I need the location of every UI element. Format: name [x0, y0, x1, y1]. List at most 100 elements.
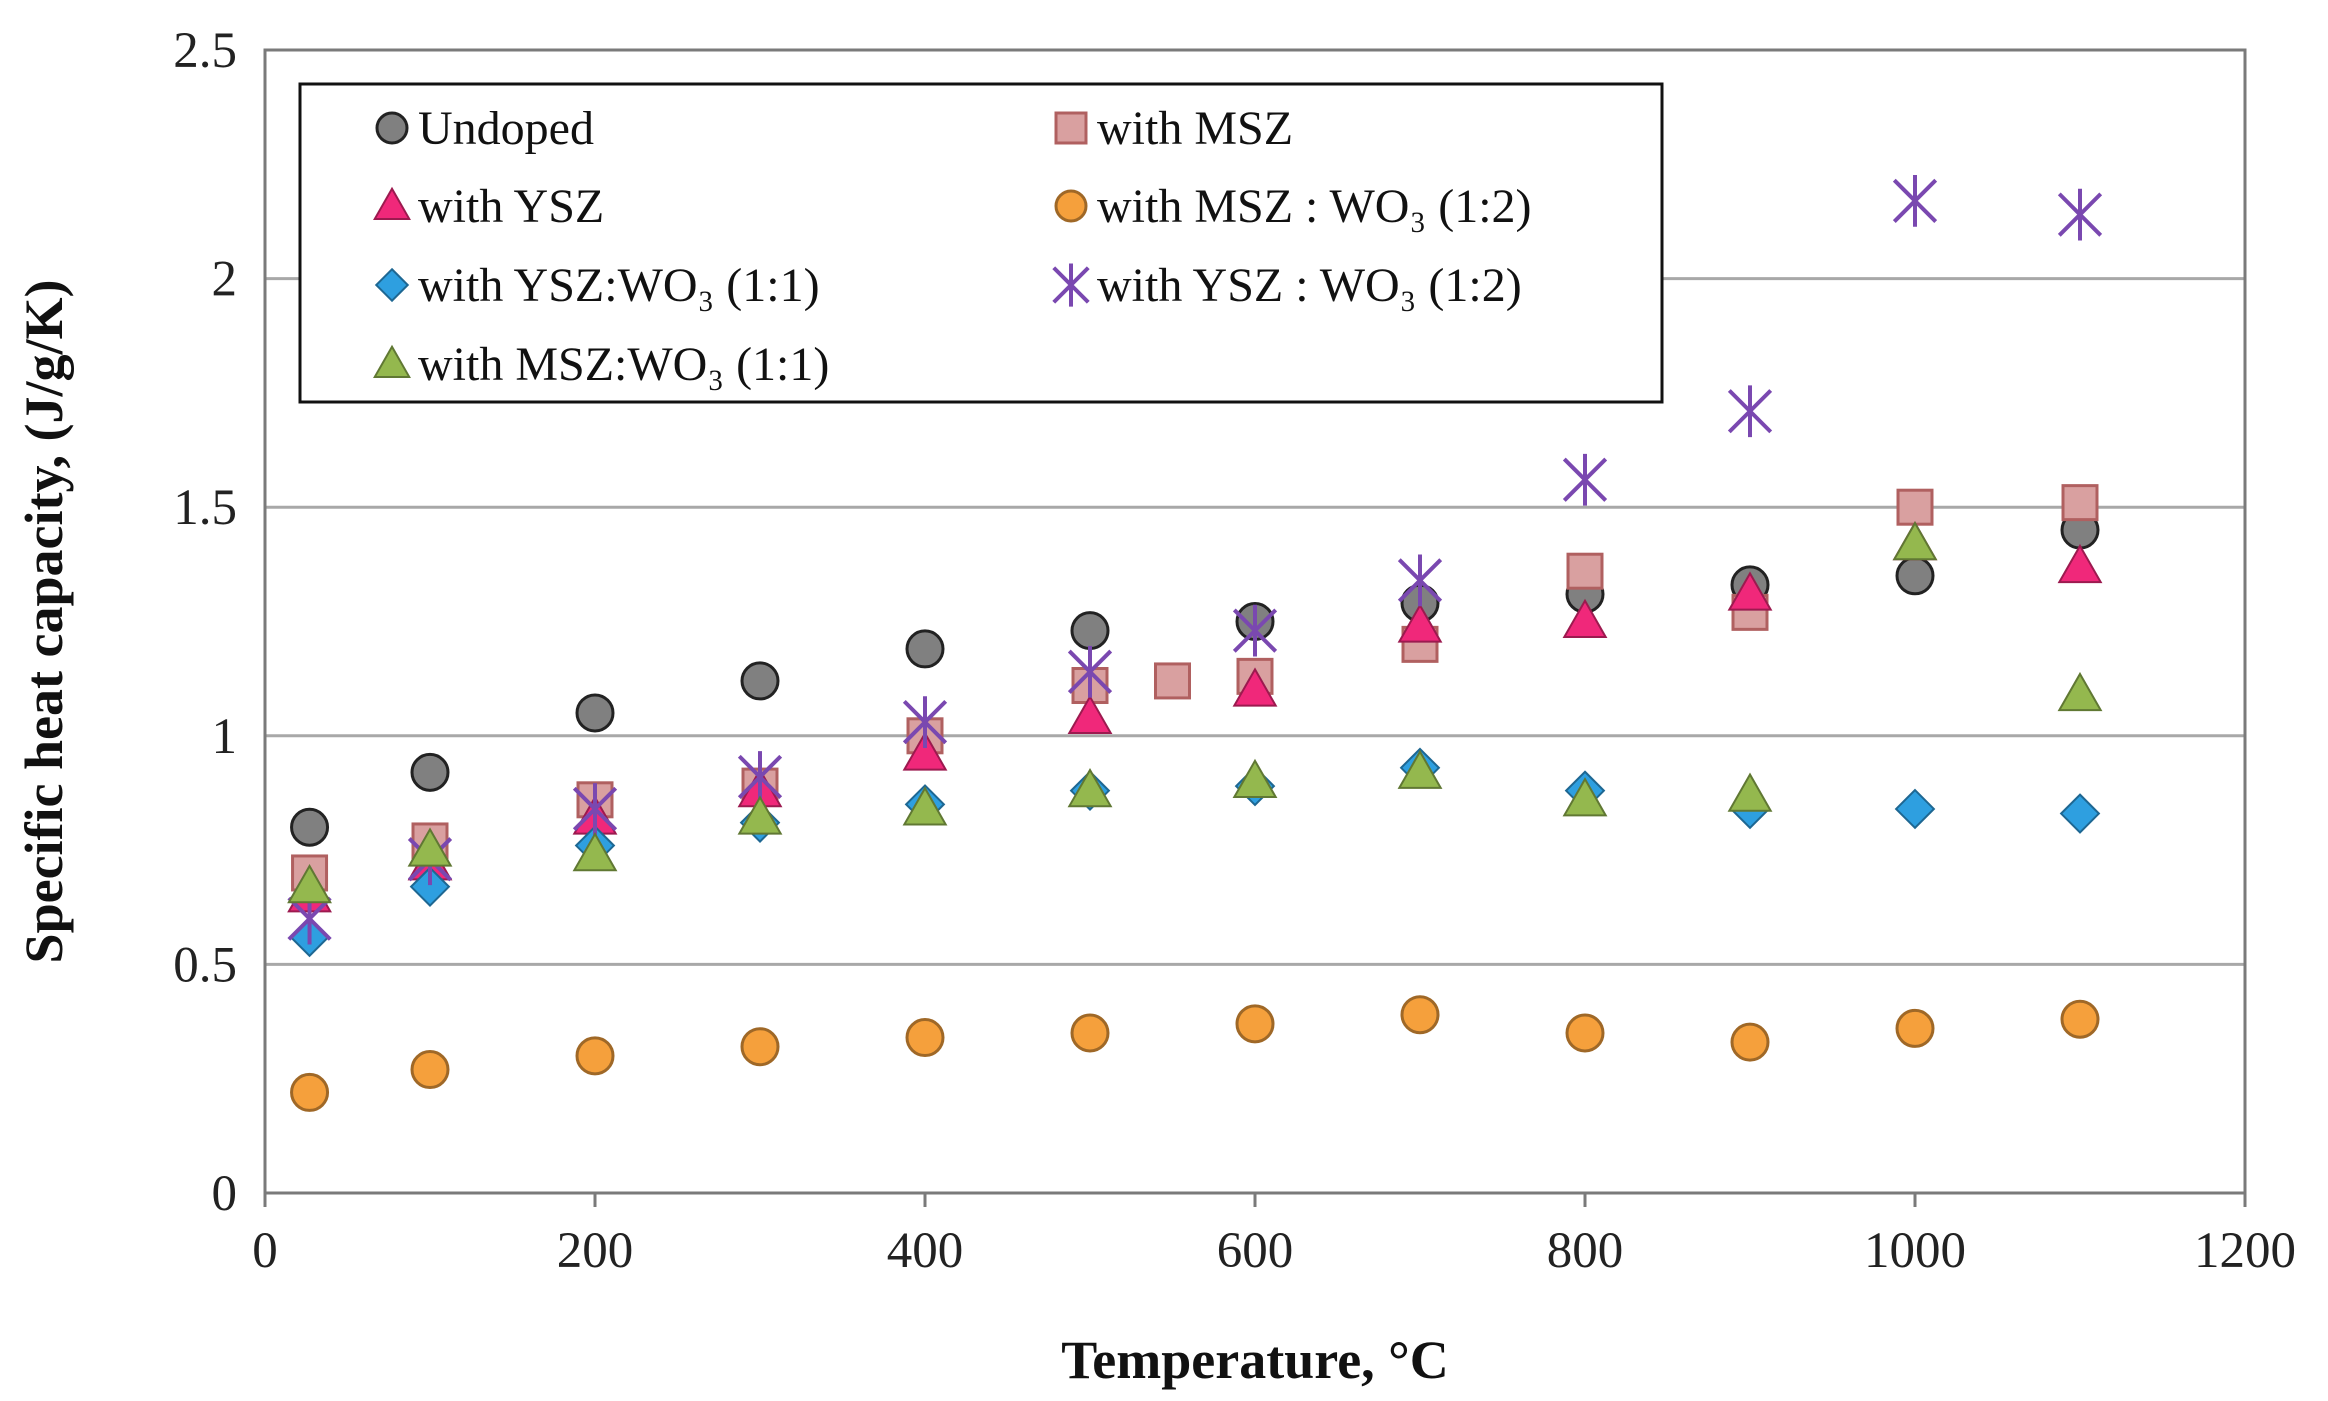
- data-point: [287, 863, 332, 904]
- data-point: [575, 693, 615, 733]
- data-point: [1070, 1013, 1110, 1053]
- y-tick-label: 1.5: [173, 480, 237, 536]
- data-point: [410, 752, 450, 792]
- data-point: [1232, 604, 1278, 657]
- data-point: [902, 786, 948, 826]
- data-point: [2059, 793, 2101, 834]
- data-point: [1727, 571, 1773, 611]
- legend-label: with YSZ: [418, 180, 604, 233]
- data-point: [1896, 488, 1934, 526]
- legend-label: with YSZ:WO₃ (1:1): [418, 259, 820, 312]
- data-point: [575, 1036, 615, 1076]
- data-point: [905, 629, 945, 669]
- legend-marker: [374, 267, 410, 303]
- x-axis-title: Temperature, °C: [1061, 1330, 1449, 1390]
- data-point: [1562, 777, 1608, 817]
- legend-marker: [1054, 189, 1088, 223]
- legend-item: with YSZ: [373, 180, 604, 233]
- data-point: [409, 866, 451, 907]
- legend-label: with YSZ : WO₃ (1:2): [1097, 259, 1522, 312]
- legend-item: with YSZ : WO₃ (1:2): [1052, 259, 1522, 312]
- x-tick-label: 200: [557, 1223, 634, 1279]
- series-6: [287, 521, 2103, 904]
- data-point: [1067, 645, 1113, 698]
- y-axis-ticks: 0 0.5 1 1.5 2 2.5: [173, 23, 237, 1222]
- legend: Undoped with MSZ with YSZ with MSZ : WO₃ (1…: [298, 82, 1664, 404]
- data-point: [572, 831, 618, 872]
- data-point: [1067, 767, 1113, 808]
- legend-item: with MSZ:WO₃ (1:1): [373, 338, 829, 391]
- y-tick-label: 2: [212, 252, 238, 308]
- data-point: [2061, 484, 2099, 522]
- x-tick-label: 800: [1547, 1223, 1624, 1279]
- data-point: [572, 783, 618, 835]
- legend-marker: [373, 186, 411, 220]
- x-tick-label: 400: [887, 1223, 964, 1279]
- data-point: [1895, 556, 1935, 596]
- data-point: [410, 1050, 450, 1090]
- data-point: [1232, 758, 1278, 799]
- data-point: [1235, 1004, 1275, 1044]
- data-point: [737, 795, 783, 835]
- legend-marker: [1054, 111, 1088, 145]
- data-point: [1154, 662, 1191, 700]
- data-point: [740, 661, 780, 701]
- data-point: [290, 1072, 330, 1112]
- series-0: [290, 510, 2100, 847]
- data-points: [287, 175, 2103, 1112]
- x-tick-label: 1000: [1864, 1223, 1966, 1279]
- data-point: [1727, 385, 1773, 438]
- data-point: [1730, 1022, 1770, 1062]
- legend-label: with MSZ : WO₃ (1:2): [1097, 180, 1532, 233]
- legend-label: with MSZ: [1097, 102, 1293, 155]
- legend-box: [298, 82, 1664, 404]
- series-5: [287, 175, 2103, 945]
- data-point: [1727, 772, 1773, 812]
- y-tick-label: 0.5: [173, 937, 237, 993]
- data-point: [902, 731, 948, 771]
- data-point: [2057, 188, 2103, 241]
- series-1: [291, 484, 2099, 892]
- legend-marker: [1052, 263, 1090, 307]
- series-2: [287, 521, 2103, 913]
- data-point: [2057, 671, 2103, 712]
- data-point: [1067, 694, 1113, 735]
- data-point: [1562, 598, 1608, 639]
- x-tick-label: 0: [252, 1223, 278, 1279]
- y-axis-title: Specific heat capacity, (J/g/K): [14, 280, 74, 964]
- data-point: [1892, 521, 1938, 561]
- data-point: [1566, 552, 1604, 590]
- series-4: [289, 747, 2101, 958]
- data-point: [2060, 999, 2100, 1039]
- data-point: [1400, 995, 1440, 1035]
- data-point: [1892, 175, 1938, 227]
- data-point: [1895, 1008, 1935, 1048]
- y-tick-label: 2.5: [173, 23, 237, 79]
- data-point: [290, 807, 330, 847]
- legend-item: with YSZ:WO₃ (1:1): [374, 259, 820, 312]
- legend-item: with MSZ: [1054, 102, 1293, 155]
- data-point: [1397, 749, 1443, 789]
- y-tick-label: 0: [212, 1166, 238, 1222]
- data-point: [1232, 667, 1278, 707]
- legend-item: Undoped: [375, 102, 594, 155]
- y-tick-label: 1: [212, 709, 238, 765]
- x-axis-ticks: 0 200 400 600 800 1000 1200: [252, 1193, 2296, 1279]
- data-point: [1565, 1013, 1605, 1053]
- data-point: [1562, 453, 1608, 506]
- legend-label: Undoped: [418, 102, 594, 155]
- data-point: [1070, 611, 1110, 651]
- data-point: [740, 1027, 780, 1067]
- legend-item: with MSZ : WO₃ (1:2): [1054, 180, 1532, 233]
- data-point: [1894, 788, 1936, 830]
- x-tick-label: 600: [1217, 1223, 1294, 1279]
- data-point: [1397, 603, 1443, 643]
- data-point: [905, 1018, 945, 1058]
- series-3: [290, 995, 2100, 1112]
- legend-marker: [373, 344, 411, 378]
- data-point: [1397, 554, 1443, 607]
- data-point: [2057, 543, 2103, 584]
- legend-marker: [375, 111, 409, 145]
- data-point: [902, 696, 948, 748]
